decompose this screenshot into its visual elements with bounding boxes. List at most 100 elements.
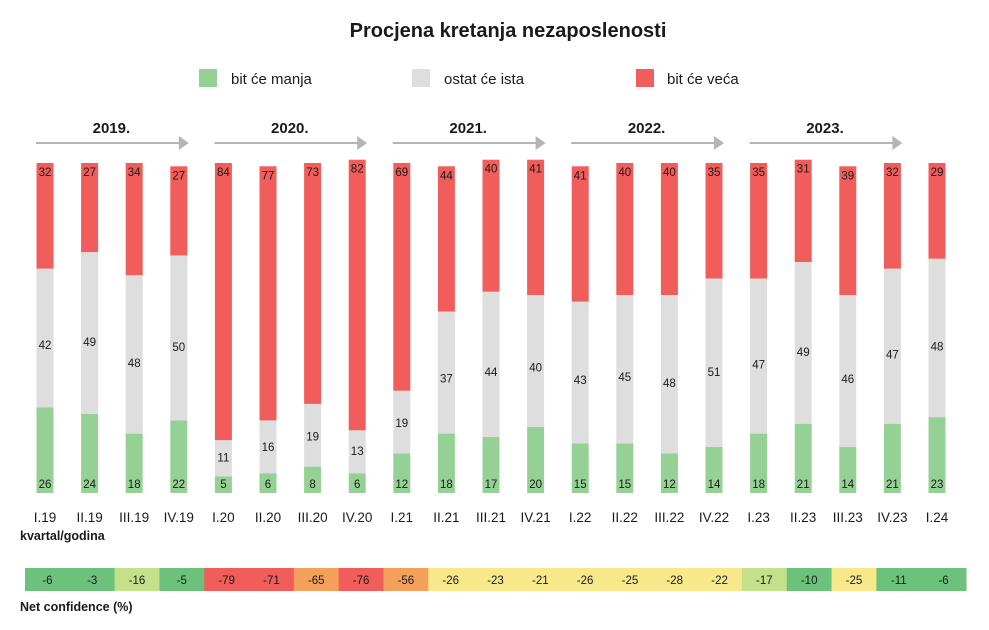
bar-i-22-series-2 [571, 166, 589, 302]
bar-iii-22-series-1 [660, 295, 678, 454]
bar-value-ii-21-series-1: 37 [440, 373, 453, 385]
bar-value-i-22-series-0: 15 [574, 479, 587, 491]
bar-value-i-22-series-1: 43 [574, 375, 587, 387]
net-confidence-value-i-19: -6 [42, 575, 52, 587]
net-confidence-value-ii-21: -26 [442, 575, 459, 587]
bar-i-21-series-0 [393, 453, 411, 493]
category-label-i-22: I.22 [569, 510, 592, 525]
bar-value-i-20-series-1: 11 [217, 452, 229, 464]
category-label-i-21: I.21 [391, 510, 414, 525]
bar-value-i-20-series-0: 5 [220, 479, 226, 491]
bar-i-21-series-2 [393, 163, 411, 391]
legend-label-veca: bit će veća [667, 71, 739, 88]
bar-iii-20-series-0 [304, 466, 322, 493]
net-confidence-value-iv-21: -21 [532, 575, 549, 587]
legend-swatch-ista [412, 69, 430, 87]
bar-iv-21-series-0 [527, 427, 545, 493]
bar-value-iii-20-series-1: 19 [306, 431, 319, 443]
net-confidence-value-iv-22: -22 [711, 575, 728, 587]
net-confidence-value-ii-22: -25 [622, 575, 639, 587]
bar-value-ii-22-series-0: 15 [618, 479, 631, 491]
bar-iii-19-series-0 [125, 433, 143, 493]
year-arrow-head-4 [892, 136, 903, 150]
bar-value-iii-19-series-2: 34 [128, 167, 141, 179]
year-markers: 2019. 2020. 2021. 2022. 2023. [36, 120, 903, 150]
net-confidence-value-iii-21: -23 [487, 575, 504, 587]
bar-iii-22-series-0 [660, 453, 678, 493]
bar-value-ii-19-series-1: 49 [83, 337, 96, 349]
bar-iv-22-series-2 [705, 163, 723, 279]
bar-value-iii-23-series-2: 39 [841, 170, 854, 182]
net-confidence-value-iii-20: -65 [308, 575, 325, 587]
bar-value-iii-19-series-1: 48 [128, 358, 141, 370]
bar-value-i-23-series-1: 47 [752, 359, 765, 371]
bar-value-iv-20-series-2: 82 [351, 164, 364, 176]
category-label-iii-21: III.21 [476, 510, 506, 525]
year-label-2021-: 2021. [449, 120, 487, 137]
bar-ii-21-series-2 [437, 166, 455, 312]
net-confidence-value-iii-22: -28 [666, 575, 683, 587]
category-label-i-23: I.23 [747, 510, 770, 525]
bar-value-iv-22-series-0: 14 [708, 479, 721, 491]
net-confidence-cell-ii-20 [249, 568, 295, 591]
bar-iv-22-series-1 [705, 278, 723, 447]
bar-value-ii-21-series-2: 44 [440, 170, 453, 182]
bar-i-24-series-1 [928, 258, 946, 418]
legend-swatch-manja [199, 69, 217, 87]
bar-value-iv-23-series-0: 21 [886, 479, 899, 491]
bar-value-ii-20-series-1: 16 [262, 442, 275, 454]
net-confidence-cell-iv-19 [159, 568, 205, 591]
net-confidence-value-i-24: -6 [938, 575, 948, 587]
bar-value-iii-22-series-0: 12 [663, 479, 676, 491]
category-label-iv-20: IV.20 [342, 510, 372, 525]
bar-ii-20-series-0 [259, 473, 277, 493]
bar-value-i-20-series-2: 84 [217, 167, 230, 179]
bar-i-22-series-0 [571, 443, 589, 493]
bar-value-iv-19-series-1: 50 [172, 342, 185, 354]
bar-ii-19-series-2 [81, 163, 99, 253]
net-confidence-value-iii-19: -16 [129, 575, 146, 587]
net-confidence-label: Net confidence (%) [20, 600, 133, 614]
bar-i-19-series-0 [36, 407, 54, 493]
bar-ii-22-series-1 [616, 295, 634, 444]
bar-iv-20-series-1 [348, 430, 366, 474]
bar-iv-19-series-0 [170, 420, 188, 493]
net-confidence-cell-iv-21 [517, 568, 564, 591]
year-arrow-head-3 [714, 136, 724, 150]
year-arrow-head-1 [357, 136, 368, 150]
bar-value-i-19-series-0: 26 [39, 479, 52, 491]
bar-iv-19-series-2 [170, 166, 188, 256]
bar-value-iv-22-series-1: 51 [708, 367, 721, 379]
bar-iii-20-series-2 [304, 163, 322, 404]
bar-i-24-series-0 [928, 417, 946, 493]
net-confidence-cell-ii-22 [607, 568, 653, 591]
bar-iv-20-series-0 [348, 473, 366, 493]
bar-ii-22-series-2 [616, 163, 634, 295]
net-confidence-cell-iv-23 [876, 568, 922, 591]
bar-iv-23-series-1 [883, 268, 901, 424]
bar-value-i-21-series-1: 19 [395, 418, 408, 430]
category-label-iv-21: IV.21 [520, 510, 550, 525]
net-confidence-cell-iii-20 [293, 568, 340, 591]
bar-iv-21-series-1 [527, 295, 545, 427]
bar-value-i-24-series-2: 29 [931, 167, 944, 179]
bar-value-ii-23-series-2: 31 [797, 164, 810, 176]
net-confidence-cell-iii-19 [114, 568, 160, 591]
net-confidence-cell-iii-23 [831, 568, 877, 591]
net-confidence-value-ii-20: -71 [263, 575, 280, 587]
bar-value-iv-20-series-1: 13 [351, 446, 364, 458]
net-confidence-cell-ii-21 [428, 568, 474, 591]
bar-value-i-23-series-2: 35 [752, 167, 765, 179]
net-confidence-cell-i-22 [562, 568, 609, 591]
net-confidence-cell-i-24 [921, 568, 967, 591]
bar-i-23-series-2 [750, 163, 768, 279]
bar-ii-19-series-0 [81, 413, 99, 493]
bar-i-21-series-1 [393, 390, 411, 454]
bar-ii-20-series-1 [259, 420, 277, 474]
category-label-iii-23: III.23 [833, 510, 863, 525]
net-confidence-value-i-23: -17 [756, 575, 773, 587]
bar-iv-21-series-2 [527, 159, 545, 295]
bar-ii-20-series-2 [259, 166, 277, 421]
year-label-2020-: 2020. [271, 120, 309, 137]
net-confidence-value-iv-20: -76 [353, 575, 370, 587]
